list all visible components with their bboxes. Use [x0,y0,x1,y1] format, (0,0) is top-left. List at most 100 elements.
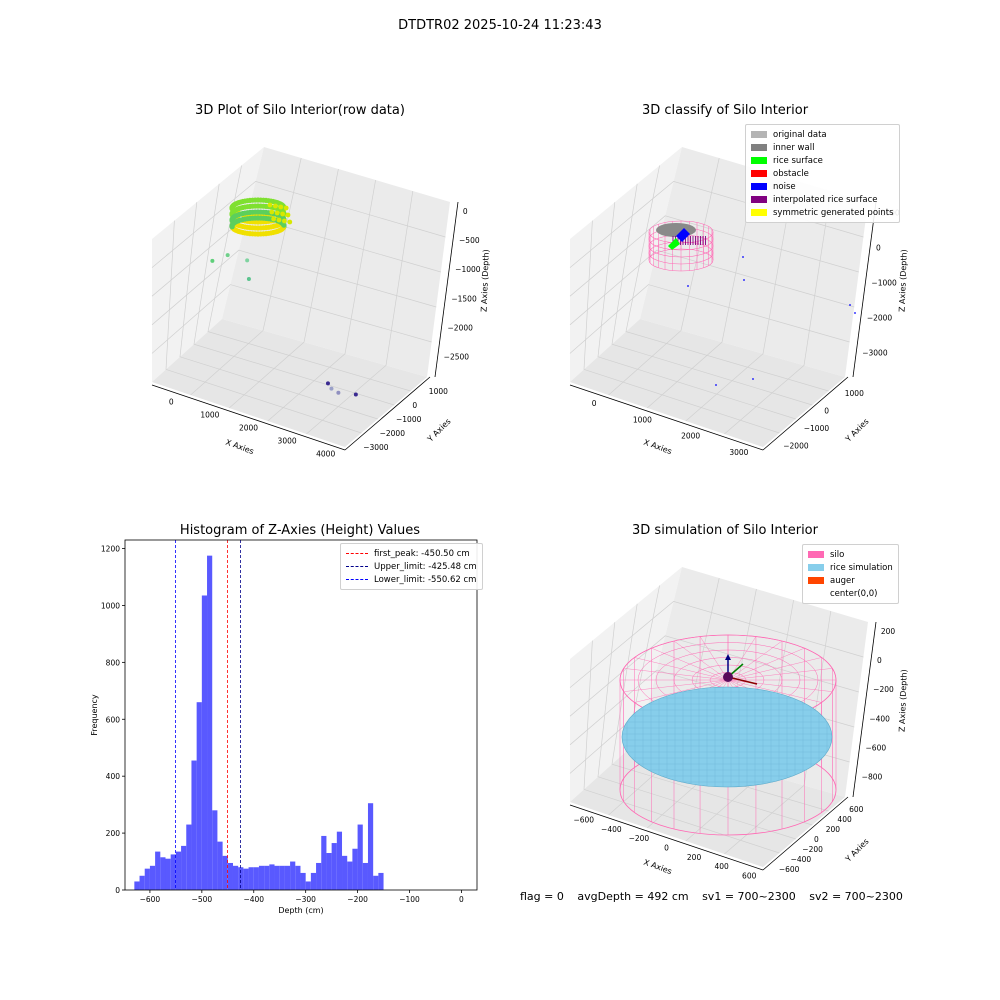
p1-zlabel: Z Axies (Depth) [480,249,491,312]
hist-bar [269,864,275,890]
p2-ztick: 0 [876,244,881,253]
p1-grid-z [151,181,446,268]
hist-ytick: 400 [106,772,121,781]
plot3-legend: first_peak: -450.50 cm Upper_limit: -425.… [340,543,483,590]
legend-swatch [808,590,824,597]
hist-bar [321,835,327,890]
legend-swatch [751,196,767,203]
p2-grid-z [569,284,850,354]
p1-ytick: −1000 [396,415,422,424]
plot3-legend-item: Lower_limit: -550.62 cm [346,573,477,586]
hist-bar [201,595,208,890]
p1-point [245,258,250,263]
p4-axis-z-arrowhead [725,654,731,660]
p4-ztick: −400 [869,714,890,723]
p2-zlabel: Z Axies (Depth) [898,249,909,312]
hist-bar [191,760,197,890]
hist-xtick: −300 [295,895,316,904]
plot4-legend-item: auger [808,574,893,587]
hist-xtick: −500 [192,895,213,904]
p2-pane-floor [570,319,845,447]
p2-grid-y [597,202,796,420]
p1-xtick: 2000 [239,424,258,433]
legend-swatch [808,564,824,571]
legend-swatch [808,551,824,558]
legend-swatch [751,183,767,190]
p1-grid-y [165,220,362,434]
plot3-legend-item: first_peak: -450.50 cm [346,547,477,560]
p2-grid-y [625,165,829,392]
plot2-legend-item: rice surface [751,154,894,167]
p4-xtick: 200 [687,853,702,862]
hist-xtick: −600 [140,895,161,904]
hist-bar [352,848,358,890]
p4-silo-wire [651,647,729,681]
p1-ytick: 0 [412,401,417,410]
plot2-legend-item: interpolated rice surface [751,193,894,206]
p4-ytick: 0 [814,835,819,844]
p4-ylabel: Y Axies [843,837,871,865]
p2-z-axis [852,201,877,378]
hist-bar [326,853,332,890]
legend-label: inner wall [773,142,815,153]
plot4-title: 3D simulation of Silo Interior [632,523,818,538]
hist-bar [279,865,285,890]
p2-noise-point [687,285,689,287]
hist-bar [290,861,296,890]
p1-xtick: 4000 [316,450,335,459]
p4-silo-wire [623,668,729,681]
p4-ztick: −200 [873,685,894,694]
p2-grid-x [685,179,794,422]
hist-ytick: 1000 [101,601,120,610]
hist-bar [134,881,140,890]
p2-rice-surface [668,238,680,250]
hist-ytick: 800 [106,658,121,667]
p2-noise-point [849,304,851,306]
legend-label: auger [830,575,855,586]
hist-ytick: 1200 [101,545,120,554]
p4-silo-wire [727,647,805,681]
p1-grid-z [151,249,437,326]
hist-bar [170,854,176,890]
plot4-legend-item: rice simulation [808,561,893,574]
plot2-title: 3D classify of Silo Interior [641,103,809,118]
plot2-legend: original data inner wall rice surface obsta… [745,124,900,223]
plot2-legend-item: inner wall [751,141,894,154]
p2-ytick: −1000 [804,424,830,433]
p1-point-cluster [273,203,278,209]
legend-swatch [751,209,767,216]
p2-ytick: 0 [824,406,829,415]
legend-swatch [808,577,824,584]
hist-bar [227,862,233,890]
status-footer: flag = 0 avgDepth = 492 cm sv1 = 700~230… [520,890,913,903]
hist-bar [232,865,239,890]
legend-line [346,553,368,554]
p2-grid-y [583,220,780,434]
hist-bar [347,861,353,890]
p4-grid-z [569,601,864,688]
legend-label: first_peak: -450.50 cm [374,548,470,559]
p2-ytick: −2000 [783,441,809,450]
hist-xlabel: Depth (cm) [278,906,323,915]
p2-xtick: 0 [592,399,597,408]
p4-xtick: −600 [573,816,594,825]
legend-label: interpolated rice surface [773,194,878,205]
p4-ytick: 200 [826,825,841,834]
sv1-text: sv1 = 700~2300 [702,890,796,903]
p1-ztick: −500 [459,236,480,245]
p4-silo-wire [623,679,729,692]
p2-noise-cluster [676,228,690,242]
p4-ytick: −600 [779,865,800,874]
hist-bar [305,881,311,890]
p1-ztick: −1000 [455,265,481,274]
p1-grid-z [151,284,432,354]
p4-pane-left [570,567,682,802]
hist-bar [222,855,228,890]
p4-xtick: 0 [664,844,669,853]
p4-silo-wire [699,636,729,681]
p4-silo-wire [727,679,822,703]
p1-point-cluster [274,210,280,216]
p4-rice-surface [621,686,833,788]
hist-bar [181,845,187,890]
